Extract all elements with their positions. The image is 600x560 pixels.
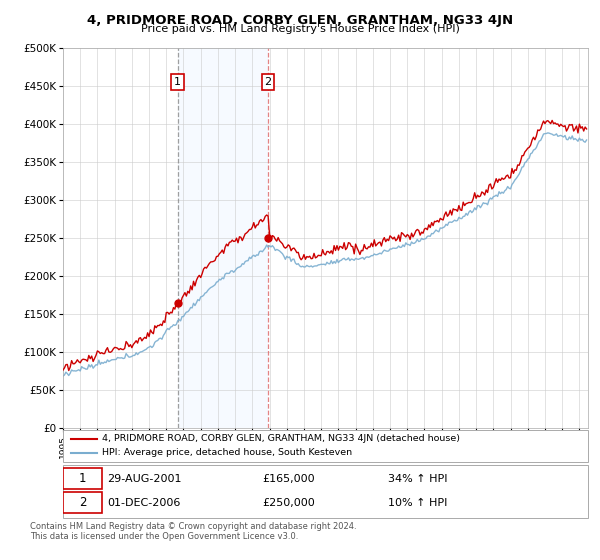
- Text: 4, PRIDMORE ROAD, CORBY GLEN, GRANTHAM, NG33 4JN (detached house): 4, PRIDMORE ROAD, CORBY GLEN, GRANTHAM, …: [103, 434, 460, 443]
- Bar: [178, 48, 268, 428]
- Text: 1: 1: [174, 77, 181, 87]
- Text: 10% ↑ HPI: 10% ↑ HPI: [389, 498, 448, 507]
- Text: Price paid vs. HM Land Registry's House Price Index (HPI): Price paid vs. HM Land Registry's House …: [140, 24, 460, 34]
- Text: 2: 2: [79, 496, 86, 509]
- Text: 2: 2: [265, 77, 272, 87]
- Text: 4, PRIDMORE ROAD, CORBY GLEN, GRANTHAM, NG33 4JN: 4, PRIDMORE ROAD, CORBY GLEN, GRANTHAM, …: [87, 14, 513, 27]
- FancyBboxPatch shape: [63, 468, 103, 489]
- Text: 29-AUG-2001: 29-AUG-2001: [107, 474, 182, 484]
- Text: HPI: Average price, detached house, South Kesteven: HPI: Average price, detached house, Sout…: [103, 449, 353, 458]
- Text: 1: 1: [79, 472, 86, 485]
- Text: £250,000: £250,000: [263, 498, 315, 507]
- Text: £165,000: £165,000: [263, 474, 315, 484]
- Text: 01-DEC-2006: 01-DEC-2006: [107, 498, 181, 507]
- Text: Contains HM Land Registry data © Crown copyright and database right 2024.
This d: Contains HM Land Registry data © Crown c…: [30, 522, 356, 542]
- Text: 34% ↑ HPI: 34% ↑ HPI: [389, 474, 448, 484]
- FancyBboxPatch shape: [63, 492, 103, 513]
